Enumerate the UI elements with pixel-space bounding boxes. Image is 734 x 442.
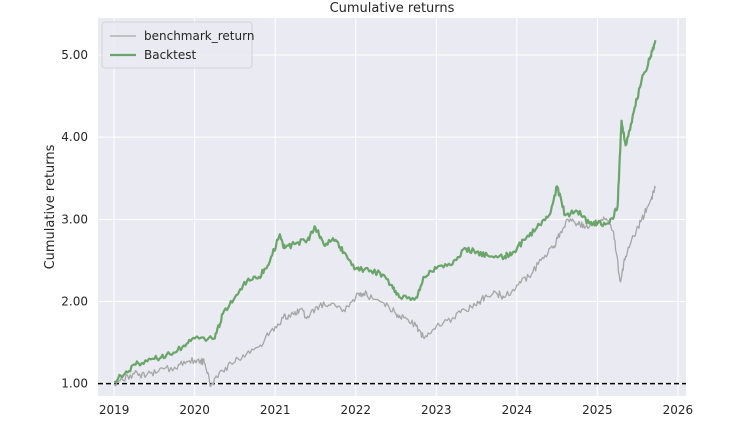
x-tick-label: 2020 [179, 403, 210, 417]
plot-area [98, 18, 686, 396]
legend-box [101, 21, 253, 69]
x-tick-label: 2025 [582, 403, 613, 417]
legend: benchmark_return Backtest [101, 21, 254, 69]
x-tick-label: 2023 [421, 403, 452, 417]
y-tick-label: 2.00 [61, 295, 88, 309]
x-tick-label: 2022 [340, 403, 371, 417]
y-tick-label: 5.00 [61, 48, 88, 62]
legend-label: benchmark_return [144, 29, 254, 43]
series-group [113, 39, 657, 387]
y-tick-label: 1.00 [61, 377, 88, 391]
x-tick-label: 2024 [502, 403, 533, 417]
series-line-benchmark-return [113, 185, 657, 387]
y-axis-title: Cumulative returns [43, 144, 58, 269]
legend-label: Backtest [144, 48, 196, 62]
chart-title: Cumulative returns [330, 1, 455, 16]
x-tick-label: 2019 [99, 403, 130, 417]
y-tick-label: 3.00 [61, 212, 88, 226]
y-tick-label: 4.00 [61, 130, 88, 144]
series-line-backtest [113, 39, 657, 384]
x-tick-label: 2021 [260, 403, 291, 417]
y-axis: 1.00 2.00 3.00 4.00 5.00 [61, 48, 88, 391]
x-tick-label: 2026 [663, 403, 694, 417]
x-axis: 2019 2020 2021 2022 2023 2024 2025 2026 [99, 403, 693, 417]
